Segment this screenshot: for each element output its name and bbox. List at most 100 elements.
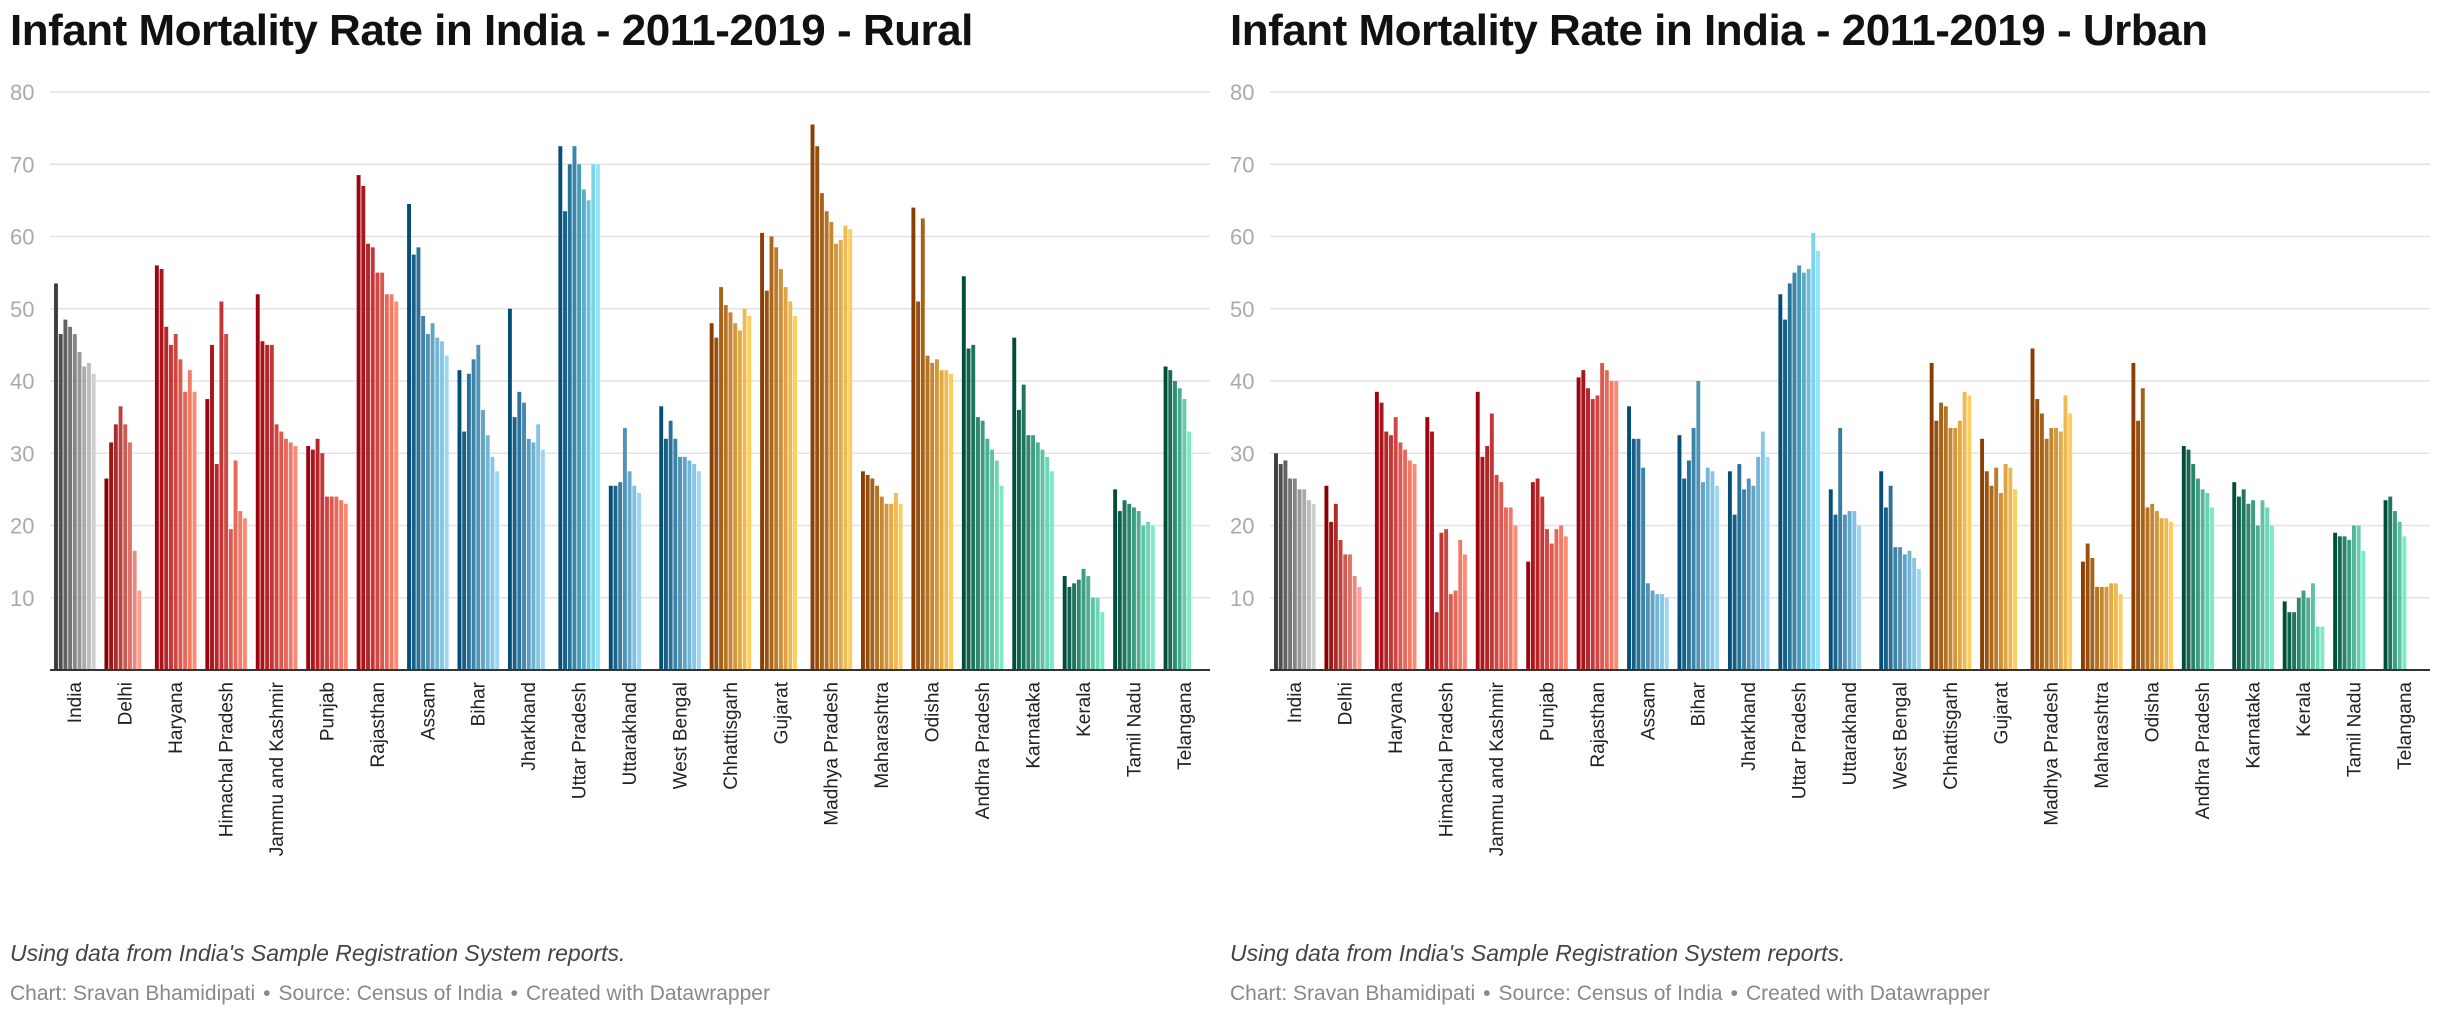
bar-bihar [462,431,467,670]
bar-maharashtra [2085,543,2090,670]
bar-madhya-pradesh [2058,431,2063,670]
bar-madhya-pradesh [2054,427,2058,670]
bar-uttar-pradesh [591,164,596,670]
bar-madhya-pradesh [2063,395,2068,670]
bar-uttarakhand [608,485,613,670]
x-tick-label: Himachal Pradesh [1437,682,1458,837]
bar-kerala [1095,597,1100,670]
urban-bar-chart: 10 20 30 40 50 60 70 80 India Delhi Haryana Himacha… [1230,80,2430,856]
bar-gujarat [1994,467,1999,670]
bar-himachal-pradesh [1448,594,1453,670]
bar-west-bengal [1888,485,1893,670]
bar-group-delhi [1324,485,1362,670]
x-tick-label: Uttarakhand [1840,682,1861,786]
bar-andhra-pradesh [999,485,1004,670]
bar-uttarakhand [1857,525,1861,670]
bar-group-haryana [154,265,197,670]
bar-odisha [944,370,949,670]
bar-gujarat [2003,464,2008,670]
bar-bihar [476,344,481,670]
x-tick-label: Kerala [1074,682,1095,737]
bar-gujarat [778,269,783,670]
bar-tamil-nadu [2356,525,2361,670]
bar-group-uttarakhand [608,427,641,670]
bar-delhi [128,442,132,670]
bar-maharashtra [889,503,894,670]
bar-uttarakhand [637,492,641,670]
bar-odisha [930,362,935,670]
y-tick-label: 50 [1230,297,1254,322]
x-tick-label: Haryana [1386,682,1407,754]
chart-credits: Chart: Sravan Bhamidipati • Source: Census… [10,982,770,1006]
bar-himachal-pradesh [1453,590,1458,670]
bar-haryana [178,359,183,670]
bar-odisha [939,370,944,670]
bar-odisha [2154,511,2159,670]
bar-india [68,326,73,670]
x-tick-label: Telangana [2395,682,2416,770]
bar-kerala [1081,568,1086,670]
bar-kerala [2282,601,2287,670]
bar-uttar-pradesh [1806,269,1811,670]
bar-bihar [1677,435,1682,670]
bar-telangana [2383,500,2388,670]
y-tick-label: 80 [10,80,34,105]
bar-maharashtra [2080,561,2085,670]
bar-chhattisgarh [719,287,724,670]
bar-tamil-nadu [2351,525,2356,670]
y-tick-label: 40 [1230,369,1254,394]
bar-delhi [1348,554,1352,670]
bar-odisha [2140,388,2145,670]
y-tick-label: 10 [10,586,34,611]
chart-author: Chart: Sravan Bhamidipati [1230,982,1476,1005]
bar-uttar-pradesh [563,211,567,670]
bar-chhattisgarh [1939,402,1944,670]
bar-kerala [1067,586,1072,670]
bar-rajasthan [366,243,370,670]
bar-chhattisgarh [709,323,714,670]
bar-haryana [1393,417,1398,670]
x-tick-label: Bihar [1689,681,1710,726]
bar-haryana [187,370,192,670]
bar-chhattisgarh [1957,420,1962,670]
bar-assam [1627,406,1631,670]
bar-bihar [1710,471,1715,670]
bar-jammu-and-kashmir [1480,456,1485,670]
chart-notes: Using data from India's Sample Registrat… [1230,940,1846,966]
bar-group-uttar-pradesh [1778,232,1820,670]
x-tick-label: Delhi [1336,682,1357,725]
bar-west-bengal [1902,554,1907,670]
bar-group-andhra-pradesh [961,276,1004,670]
x-tick-label: Punjab [1537,682,1558,741]
bar-uttarakhand [618,482,623,670]
bar-uttar-pradesh [1816,250,1820,670]
bar-kerala [2287,612,2292,670]
bar-rajasthan [1586,388,1590,670]
x-tick-label: Karnataka [2243,682,2264,769]
bar-uttarakhand [613,485,618,670]
bar-andhra-pradesh [994,460,999,670]
chart-credits: Chart: Sravan Bhamidipati • Source: Census… [1230,982,1990,1006]
bar-odisha [2131,362,2136,670]
bar-assam [444,355,449,670]
bar-maharashtra [898,503,903,670]
bar-andhra-pradesh [2186,449,2191,670]
bar-jharkhand [1737,464,1742,670]
bar-jammu-and-kashmir [1489,413,1494,670]
rural-bar-chart: 10 20 30 40 50 60 70 80 India Delhi Haryana Himacha… [10,80,1210,856]
bar-maharashtra [860,471,865,670]
bar-assam [1636,438,1641,670]
bar-uttar-pradesh [577,164,582,670]
bar-bihar [471,359,476,670]
bar-karnataka [2246,503,2251,670]
bar-tamil-nadu [1127,503,1132,670]
x-tick-label: Tamil Nadu [2344,682,2365,777]
y-tick-label: 70 [10,152,34,177]
bar-kerala [1090,597,1095,670]
bar-west-bengal [673,438,678,670]
bar-telangana [2397,521,2402,670]
bar-haryana [192,391,197,670]
bar-west-bengal [1912,558,1917,670]
bar-punjab [334,496,339,670]
bar-group-chhattisgarh [709,287,752,670]
